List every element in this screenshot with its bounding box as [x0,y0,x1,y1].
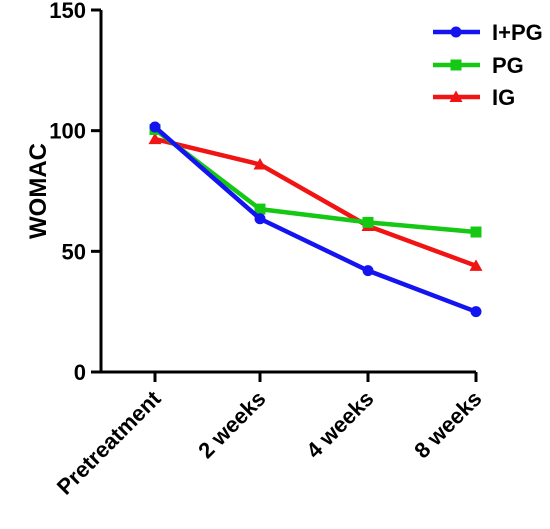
x-tick-label: 4 weeks [301,386,378,463]
series-line-i-pg [153,125,477,314]
data-point-ig [148,132,162,145]
legend-label: I+PG [492,20,543,45]
legend-item-ig: IG [433,85,515,110]
legend-label: PG [492,53,524,78]
series-pg [149,123,482,238]
data-point-pg [362,216,374,228]
data-point-pg [470,226,482,238]
x-tick-label: 8 weeks [409,386,486,463]
x-tick-label: 2 weeks [193,386,270,463]
legend: I+PG PG IG [433,20,543,110]
legend-item-i-pg: I+PG [433,20,543,45]
series-layer [148,121,483,318]
legend-label: IG [492,85,515,110]
x-tick-label: Pretreatment [52,385,166,499]
y-tick-label: 0 [74,360,86,385]
series-i-pg [149,121,482,318]
y-tick-label: 100 [49,119,86,144]
data-point-pg [254,203,266,215]
data-point-i-pg [362,265,374,277]
y-tick-label: 50 [62,239,86,264]
data-point-i-pg [254,213,266,225]
y-tick-label: 150 [49,0,86,23]
data-point-i-pg [149,121,161,133]
legend-marker [450,59,462,71]
legend-item-pg: PG [433,53,524,78]
series-ig [148,132,483,271]
legend-marker [449,90,463,102]
data-point-ig [469,259,483,271]
data-point-ig [253,157,267,170]
axes: 0 50 100 150 Pretreatment 2 weeks 4 weeks 8 wee… [49,0,486,500]
series-line-ig [154,136,477,268]
legend-marker [450,26,462,38]
series-line-pg [153,127,477,235]
data-point-i-pg [470,306,482,318]
y-axis-label: WOMAC [25,143,52,239]
